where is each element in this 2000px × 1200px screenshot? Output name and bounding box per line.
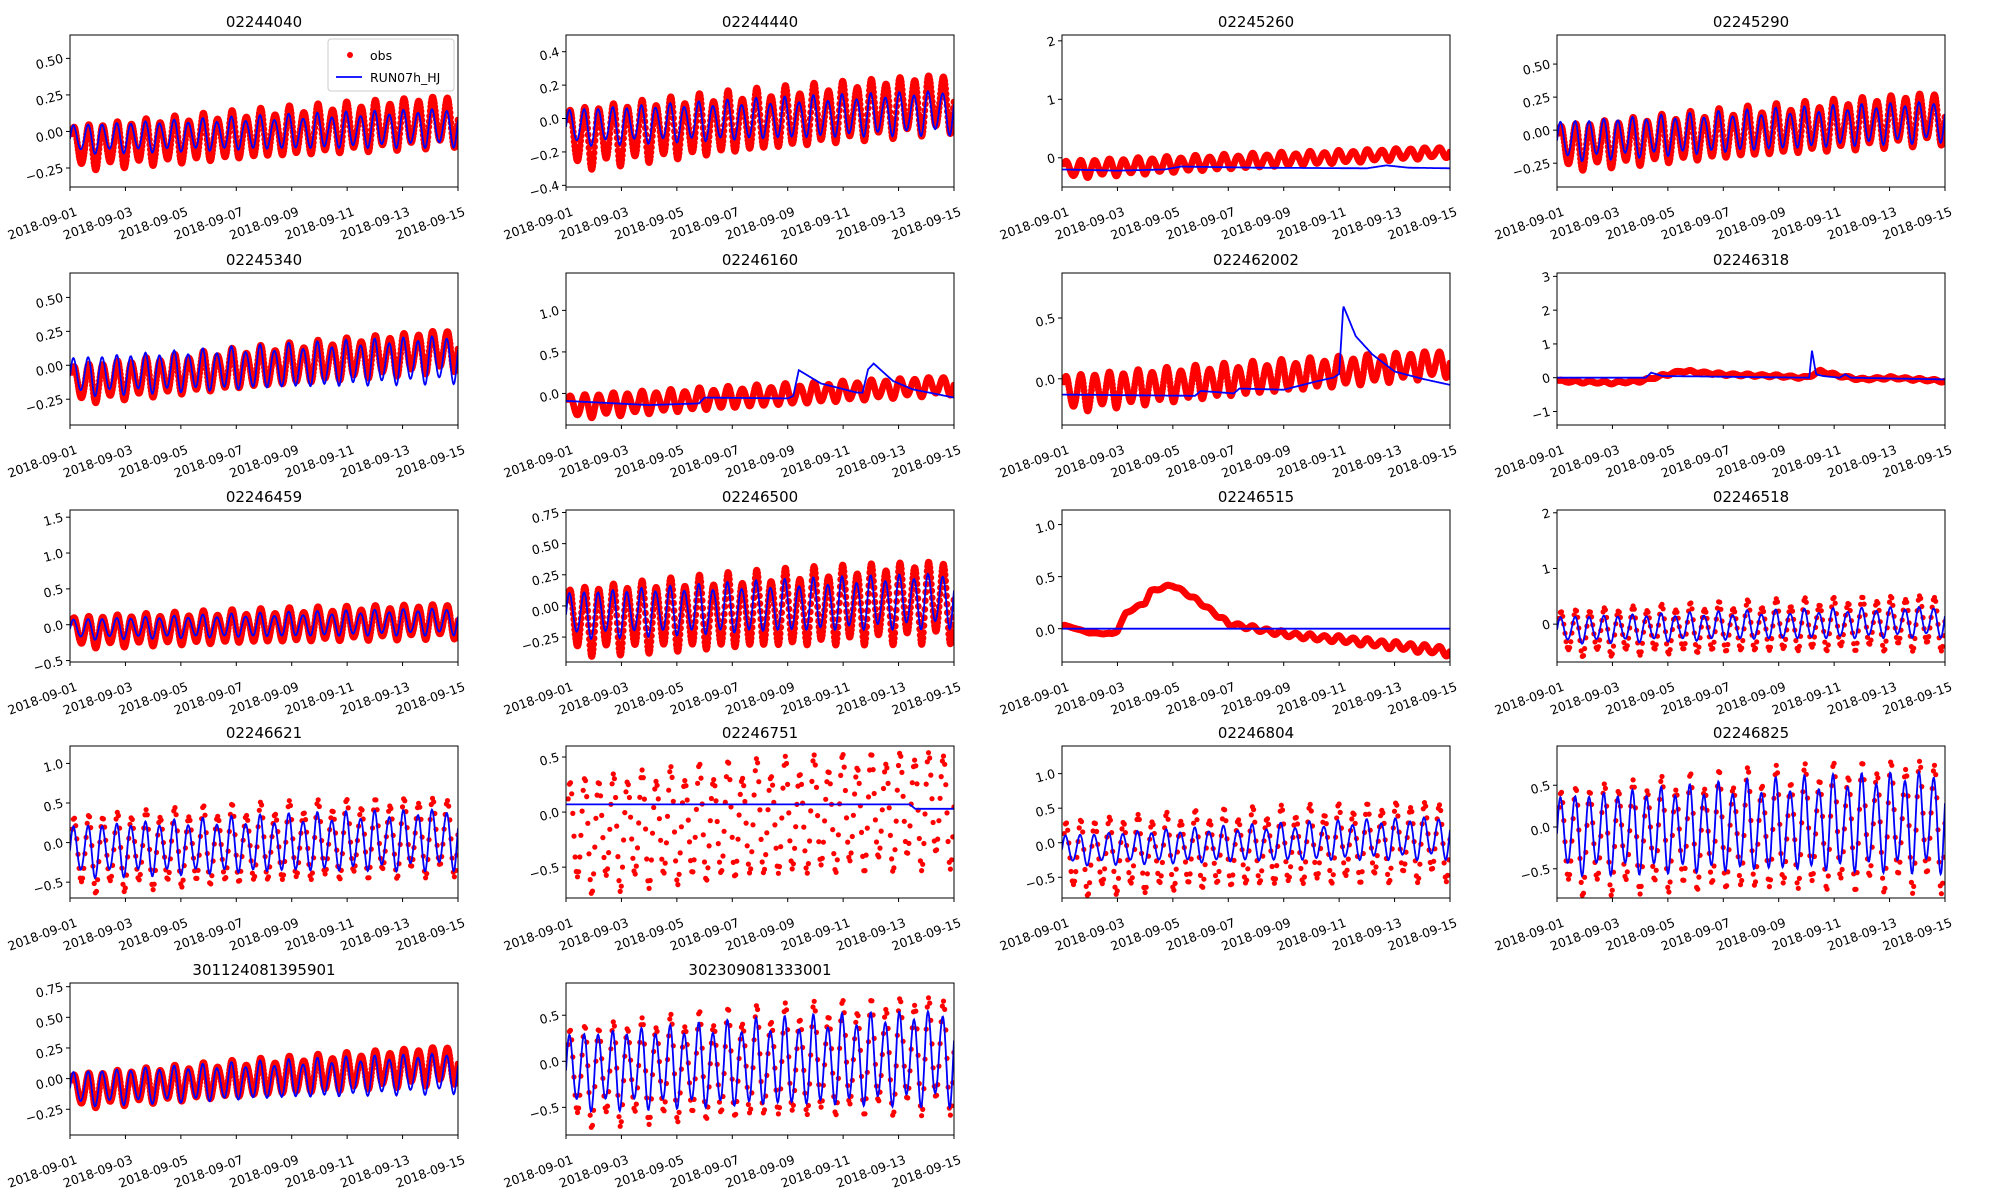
subplot-02245290: 02245290−0.250.000.250.502018-09-012018-… — [1493, 13, 1954, 243]
y-tick-label: 0.50 — [34, 290, 65, 312]
subplot-02245340: 02245340−0.250.000.250.502018-09-012018-… — [6, 251, 467, 481]
obs-point — [1446, 148, 1450, 156]
axes-frame — [565, 34, 955, 188]
legend-model-label: RUN07h_HJ — [370, 70, 440, 85]
axes-frame — [1061, 34, 1451, 188]
y-tick-label: 0.00 — [1521, 122, 1552, 144]
y-tick-label: −0.4 — [528, 178, 561, 200]
model-line — [1557, 100, 1945, 163]
y-tick-label: 0.2 — [538, 77, 561, 97]
legend-box — [327, 38, 455, 92]
obs-point — [913, 89, 921, 96]
obs-point — [605, 140, 613, 148]
obs-point — [591, 143, 598, 151]
y-tick-label: 0.00 — [34, 124, 65, 146]
obs-point — [942, 85, 949, 93]
subplot-title: 02245340 — [226, 251, 302, 269]
obs-series — [70, 93, 458, 174]
model-line — [70, 335, 458, 398]
axes-frame — [69, 34, 459, 188]
y-tick-label: 0.50 — [34, 51, 65, 73]
plot-area — [1062, 144, 1450, 182]
obs-point — [950, 98, 954, 106]
subplot-title: 02245290 — [1713, 13, 1789, 31]
y-tick-label: −0.25 — [24, 160, 65, 184]
subplot-02244440: 02244440−0.4−0.20.00.20.42018-09-012018-… — [502, 13, 963, 243]
legend-obs-label: obs — [370, 48, 392, 63]
y-tick-label: 0.25 — [34, 87, 65, 109]
legend: obs RUN07h_HJ — [327, 38, 455, 92]
y-tick-label: −0.25 — [24, 391, 65, 415]
y-tick-label: 0 — [1045, 150, 1057, 167]
obs-point — [618, 152, 626, 159]
plot-area — [70, 93, 458, 174]
obs-point — [648, 144, 655, 151]
obs-series — [1062, 144, 1450, 182]
legend-obs-marker — [347, 52, 353, 58]
y-tick-label: 0.25 — [34, 324, 65, 346]
obs-point — [590, 149, 598, 157]
obs-point — [676, 141, 684, 148]
y-tick-label: 2 — [1045, 33, 1057, 50]
axes-frame — [69, 272, 459, 426]
plot-area — [1557, 90, 1945, 174]
subplot-02244040: 02244040−0.250.000.250.502018-09-012018-… — [6, 13, 467, 243]
y-tick-label: 0.4 — [538, 44, 561, 64]
subplot-title: 02245260 — [1218, 13, 1294, 31]
y-tick-label: 0.50 — [1521, 56, 1552, 78]
y-tick-label: 0.25 — [1521, 89, 1552, 111]
model-line — [70, 107, 458, 155]
subplot-02245260: 022452600122018-09-012018-09-032018-09-0… — [998, 13, 1459, 243]
obs-point — [662, 136, 670, 144]
y-tick-label: −0.25 — [1511, 155, 1552, 179]
plot-area — [70, 328, 458, 407]
y-tick-label: 0.00 — [34, 358, 65, 380]
y-tick-label: 0.0 — [538, 111, 561, 131]
subplot-title: 02244040 — [226, 13, 302, 31]
axes-frame — [1556, 34, 1946, 188]
model-line — [566, 90, 954, 147]
y-tick-label: −0.2 — [528, 144, 561, 166]
plot-area — [566, 72, 954, 173]
subplot-title: 02244440 — [722, 13, 798, 31]
subplot-02246160: 022461600.00.51.02018-09-012018-09-03201… — [502, 251, 963, 481]
obs-series — [566, 374, 954, 422]
obs-point — [577, 137, 585, 145]
obs-point — [619, 146, 627, 154]
obs-point — [634, 138, 641, 146]
obs-point — [590, 154, 597, 162]
obs-point — [647, 149, 655, 156]
model-line — [1062, 164, 1450, 172]
plot-area — [566, 362, 954, 422]
y-tick-label: 1 — [1045, 92, 1057, 109]
